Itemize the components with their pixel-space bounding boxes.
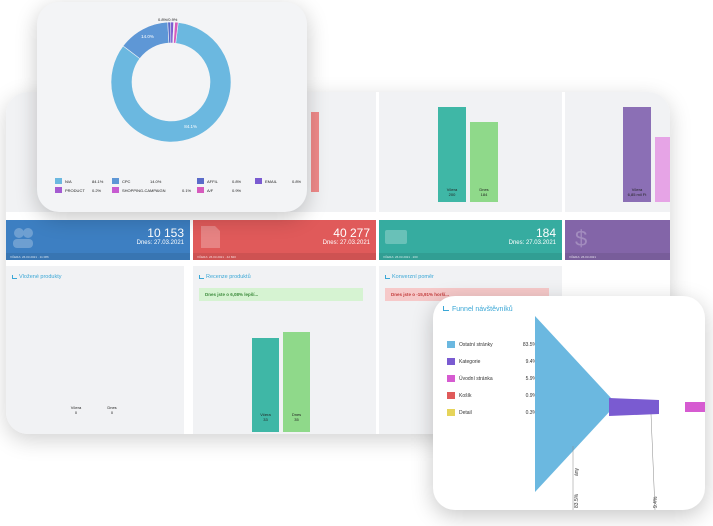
legend-swatch xyxy=(255,178,262,184)
bar-label: Včera 6,85 mil Ft xyxy=(627,187,647,197)
bar-label: Dnes 0 xyxy=(107,405,117,415)
funnel-value-label: 83.5% xyxy=(574,493,580,508)
panel-embedded-products: Vložené produkty Včera 0 Dnes 0 xyxy=(6,266,184,434)
chart-icon xyxy=(385,275,390,279)
legend-value: 84.1% xyxy=(92,179,104,184)
stat-number: 10 153 xyxy=(147,226,184,240)
funnel-legend-label: Kategorie xyxy=(459,359,481,365)
traffic-sources-card: 84.1% 14.0% 0.8%/0.9% N/A 84.1% CPC 14.0% AFF… xyxy=(37,2,307,212)
bar-today xyxy=(470,122,498,202)
chart-icon xyxy=(443,306,449,311)
panel-title: Konverzní poměr xyxy=(385,274,434,280)
success-alert: Dnes jste o 6,08% lepší... xyxy=(199,288,363,301)
donut-slice-label: 84.1% xyxy=(184,124,197,129)
panel-top-4: Včera 6,85 mil Ft xyxy=(565,92,670,212)
funnel-swatch xyxy=(447,375,455,382)
bar-label: Včera 200 xyxy=(446,187,458,197)
stat-date: Dnes: 27.03.2021 xyxy=(322,240,370,246)
stat-tile-orders[interactable]: 184 Dnes: 27.03.2021 VČERA: 26.03.2021 ·… xyxy=(379,220,562,260)
funnel-legend-label: Košík xyxy=(459,393,472,399)
chart-icon xyxy=(12,275,17,279)
donut-top-label: 0.8%/0.9% xyxy=(158,17,178,22)
funnel-legend-value: 5.9% xyxy=(525,376,537,382)
stat-date: Dnes: 27.03.2021 xyxy=(508,240,556,246)
donut-slice-label: 14.0% xyxy=(141,34,154,39)
bar-label: Včera 0 xyxy=(70,405,82,415)
legend-label: CPC xyxy=(122,179,131,184)
chart-icon xyxy=(199,275,204,279)
legend-label: SHOPPING-CAMPAIGN xyxy=(122,188,166,193)
legend-value: 0.9% xyxy=(232,188,242,193)
funnel-legend-value: 9.4% xyxy=(525,359,537,365)
legend-value: 0.8% xyxy=(292,179,302,184)
legend-swatch xyxy=(112,187,119,193)
bar-today xyxy=(655,137,670,202)
stat-tile-pageviews[interactable]: 40 277 Dnes: 27.03.2021 VČERA: 26.03.202… xyxy=(193,220,376,260)
stat-footer: VČERA: 26.03.2021 · 200 xyxy=(379,253,562,260)
legend-swatch xyxy=(197,187,204,193)
stat-footer: VČERA: 26.03.2021 · 42 820 xyxy=(193,253,376,260)
donut-chart: 84.1% 14.0% xyxy=(110,21,232,143)
stat-tile-visits[interactable]: 10 153 Dnes: 27.03.2021 VČERA: 26.03.202… xyxy=(6,220,190,260)
funnel-segment-category[interactable] xyxy=(609,398,659,416)
panel-title: Vložené produkty xyxy=(12,274,62,280)
visitor-funnel-card: Funnel návštěvníků Ostatní stránky 83.5% K… xyxy=(433,296,705,510)
bar-label: Včera 33 xyxy=(260,412,271,422)
funnel-value-label: 9.4% xyxy=(653,496,659,508)
legend-swatch xyxy=(197,178,204,184)
funnel-legend-value: 0.9% xyxy=(525,393,537,399)
funnel-legend-label: Detail xyxy=(459,410,472,416)
bar-partial xyxy=(311,112,319,192)
funnel-chart: 83.5% 9.4% ány xyxy=(535,316,705,510)
funnel-segment-homepage[interactable] xyxy=(685,402,705,412)
funnel-swatch xyxy=(447,392,455,399)
legend-label: EMAIL xyxy=(265,179,278,184)
bar-yesterday xyxy=(438,107,466,202)
legend-value: 14.0% xyxy=(150,179,162,184)
funnel-swatch xyxy=(447,341,455,348)
legend-swatch xyxy=(55,187,62,193)
bar-label: Dnes 35 xyxy=(291,412,302,422)
document-icon xyxy=(201,226,220,248)
funnel-title: Funnel návštěvníků xyxy=(443,306,513,313)
legend-swatch xyxy=(55,178,62,184)
bar-label: Dnes 184 xyxy=(479,187,489,197)
legend-label: PRODUCT xyxy=(65,188,85,193)
svg-text:$: $ xyxy=(575,226,587,250)
funnel-legend-label: Ostatní stránky xyxy=(459,342,493,348)
funnel-category-label: ány xyxy=(574,467,580,476)
funnel-swatch xyxy=(447,358,455,365)
funnel-leader-line xyxy=(650,413,656,510)
panel-product-reviews: Recenze produktů Dnes jste o 6,08% lepší… xyxy=(193,266,376,434)
funnel-legend-label: Úvodní stránka xyxy=(459,376,493,382)
bar-yesterday xyxy=(252,338,279,432)
card-icon xyxy=(385,230,407,244)
panel-top-3: Včera 200 Dnes 184 xyxy=(379,92,562,212)
legend-value: 0.1% xyxy=(182,188,192,193)
bar-yesterday xyxy=(623,107,651,202)
donut-slice[interactable] xyxy=(110,22,232,143)
bar-today xyxy=(283,332,310,432)
funnel-segment-other-pages[interactable] xyxy=(535,316,611,492)
funnel-legend-value: 0.3% xyxy=(525,410,537,416)
funnel-legend-value: 83.5% xyxy=(522,342,537,348)
stat-number: 184 xyxy=(535,226,556,240)
dollar-icon: $ xyxy=(575,226,587,250)
legend-label: AFFIL xyxy=(207,179,218,184)
legend-swatch xyxy=(112,178,119,184)
funnel-swatch xyxy=(447,409,455,416)
legend-value: 0.2% xyxy=(92,188,102,193)
legend-label: N/A xyxy=(65,179,72,184)
donut-slice[interactable] xyxy=(173,21,179,44)
stat-tile-revenue[interactable]: $ VČERA: 26.03.2021 xyxy=(565,220,670,260)
panel-title: Recenze produktů xyxy=(199,274,251,280)
stat-footer: VČERA: 26.03.2021 xyxy=(565,253,670,260)
stat-date: Dnes: 27.03.2021 xyxy=(136,240,184,246)
stat-footer: VČERA: 26.03.2021 · 11 086 xyxy=(6,253,190,260)
users-icon xyxy=(13,228,33,248)
legend-label: A/F xyxy=(207,188,214,193)
legend-value: 0.8% xyxy=(232,179,242,184)
stat-number: 40 277 xyxy=(333,226,370,240)
